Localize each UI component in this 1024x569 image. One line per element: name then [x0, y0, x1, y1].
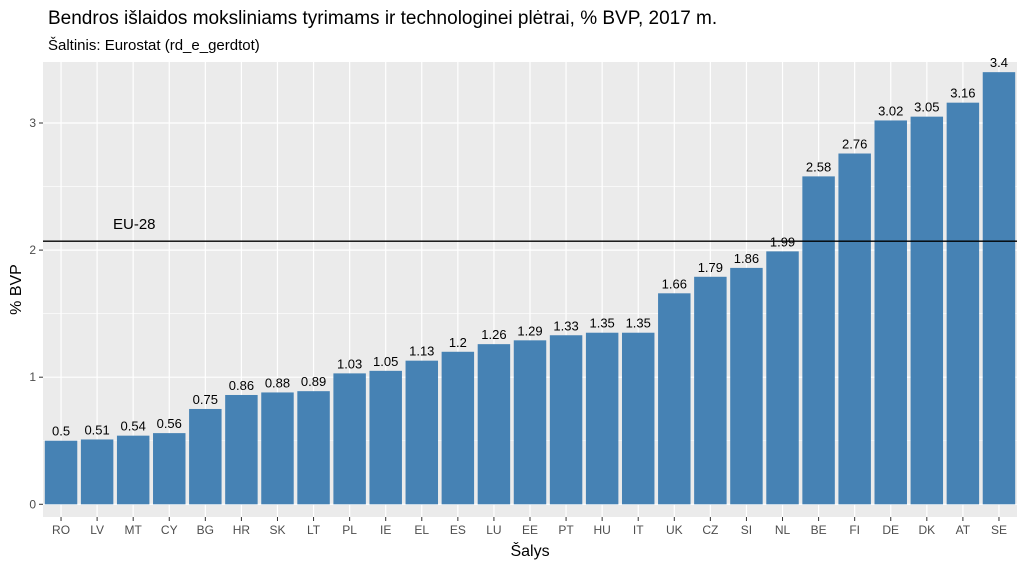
data-labels: 0.5 0.51 0.54 0.56 0.75 0.86 0.88 0.89 1.03 1.05 1…	[52, 55, 1008, 439]
data-label-ie: 1.05	[373, 354, 398, 369]
x-tick-label-el: EL	[414, 523, 429, 537]
bar-dk	[910, 116, 944, 505]
x-tick-label-bg: BG	[197, 523, 214, 537]
x-tick-label-uk: UK	[666, 523, 683, 537]
x-tick-label-sk: SK	[269, 523, 285, 537]
data-label-at: 3.16	[950, 86, 975, 101]
data-label-ee: 1.29	[517, 323, 542, 338]
bar-ro	[44, 440, 78, 505]
data-label-pl: 1.03	[337, 356, 362, 371]
bar-ee	[513, 340, 547, 505]
bars	[44, 72, 1016, 505]
y-tick-label: 2	[29, 243, 36, 257]
bar-hr	[225, 394, 258, 505]
bar-el	[405, 360, 439, 505]
y-tick-label: 1	[29, 370, 36, 384]
x-tick-label-ro: RO	[52, 523, 70, 537]
y-tick-label: 0	[29, 497, 36, 511]
bar-mt	[116, 435, 150, 505]
y-axis: 0 1 2 3	[29, 116, 43, 511]
x-tick-label-pt: PT	[558, 523, 574, 537]
bar-cz	[694, 276, 727, 505]
bar-de	[874, 120, 907, 505]
x-tick-label-ee: EE	[522, 523, 538, 537]
bar-lu	[477, 344, 511, 505]
data-label-si: 1.86	[734, 251, 759, 266]
bar-cy	[153, 433, 186, 505]
bar-nl	[766, 251, 799, 505]
bar-se	[982, 72, 1016, 505]
data-label-ro: 0.5	[52, 424, 70, 439]
data-label-bg: 0.75	[193, 392, 218, 407]
data-label-es: 1.2	[449, 335, 467, 350]
x-tick-label-si: SI	[741, 523, 752, 537]
data-label-hr: 0.86	[229, 378, 254, 393]
x-tick-label-es: ES	[450, 523, 466, 537]
bar-es	[441, 351, 475, 505]
x-tick-label-lu: LU	[486, 523, 501, 537]
bar-fi	[838, 153, 871, 505]
bar-pt	[549, 335, 583, 505]
data-label-de: 3.02	[878, 103, 903, 118]
data-label-pt: 1.33	[553, 318, 578, 333]
x-tick-label-de: DE	[882, 523, 899, 537]
bar-sk	[261, 392, 294, 505]
data-label-lv: 0.51	[84, 422, 109, 437]
bar-uk	[658, 293, 691, 505]
data-label-sk: 0.88	[265, 375, 290, 390]
bar-lv	[80, 439, 114, 505]
bar-ie	[369, 370, 402, 505]
x-axis-title: Šalys	[510, 541, 549, 560]
x-tick-label-lt: LT	[307, 523, 321, 537]
eu28-reference-label: EU-28	[113, 216, 156, 233]
x-tick-label-hu: HU	[593, 523, 610, 537]
x-tick-label-se: SE	[991, 523, 1007, 537]
data-label-lt: 0.89	[301, 374, 326, 389]
bar-lt	[297, 391, 330, 505]
data-label-dk: 3.05	[914, 100, 939, 115]
x-tick-label-cz: CZ	[702, 523, 718, 537]
chart-title: Bendros išlaidos moksliniams tyrimams ir…	[48, 8, 717, 29]
data-label-fi: 2.76	[842, 137, 867, 152]
data-label-hu: 1.35	[589, 316, 614, 331]
data-label-cy: 0.56	[157, 416, 182, 431]
y-tick-label: 3	[29, 116, 36, 130]
x-tick-label-it: IT	[633, 523, 644, 537]
x-tick-label-at: AT	[956, 523, 971, 537]
x-axis: RO LV MT CY BG HR SK LT PL IE EL ES LU EE PT HU IT UK CZ SI…	[52, 517, 1007, 537]
reference-line-group: EU-28	[43, 216, 1017, 242]
chart-subtitle: Šaltinis: Eurostat (rd_e_gerdtot)	[48, 37, 260, 54]
data-label-mt: 0.54	[121, 419, 146, 434]
bar-be	[802, 176, 835, 505]
bar-bg	[189, 408, 222, 505]
x-tick-label-hr: HR	[233, 523, 251, 537]
x-tick-label-cy: CY	[161, 523, 178, 537]
bar-hu	[585, 332, 619, 505]
data-label-be: 2.58	[806, 159, 831, 174]
y-axis-title: % BVP	[8, 264, 25, 315]
x-tick-label-lv: LV	[90, 523, 104, 537]
data-label-uk: 1.66	[662, 276, 687, 291]
data-label-el: 1.13	[409, 344, 434, 359]
data-label-lu: 1.26	[481, 327, 506, 342]
data-label-it: 1.35	[626, 316, 651, 331]
bar-pl	[333, 373, 366, 505]
x-tick-label-dk: DK	[918, 523, 935, 537]
x-tick-label-fi: FI	[849, 523, 860, 537]
x-tick-label-mt: MT	[125, 523, 143, 537]
x-tick-label-pl: PL	[342, 523, 357, 537]
x-tick-label-be: BE	[811, 523, 827, 537]
data-label-se: 3.4	[990, 55, 1008, 70]
bar-it	[621, 332, 655, 505]
bar-si	[730, 267, 763, 505]
x-tick-label-nl: NL	[775, 523, 791, 537]
bar-at	[946, 102, 980, 505]
x-tick-label-ie: IE	[380, 523, 391, 537]
data-label-cz: 1.79	[698, 260, 723, 275]
